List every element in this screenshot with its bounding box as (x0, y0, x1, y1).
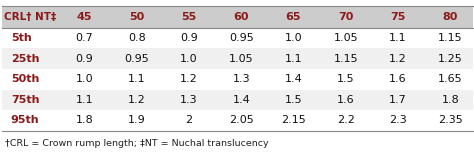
Bar (2, 6, 473, 28)
Bar (2, 28, 473, 48)
Bar (2, 90, 473, 110)
Bar (2, 48, 473, 69)
Bar (2, 69, 473, 90)
Bar (2, 110, 473, 131)
